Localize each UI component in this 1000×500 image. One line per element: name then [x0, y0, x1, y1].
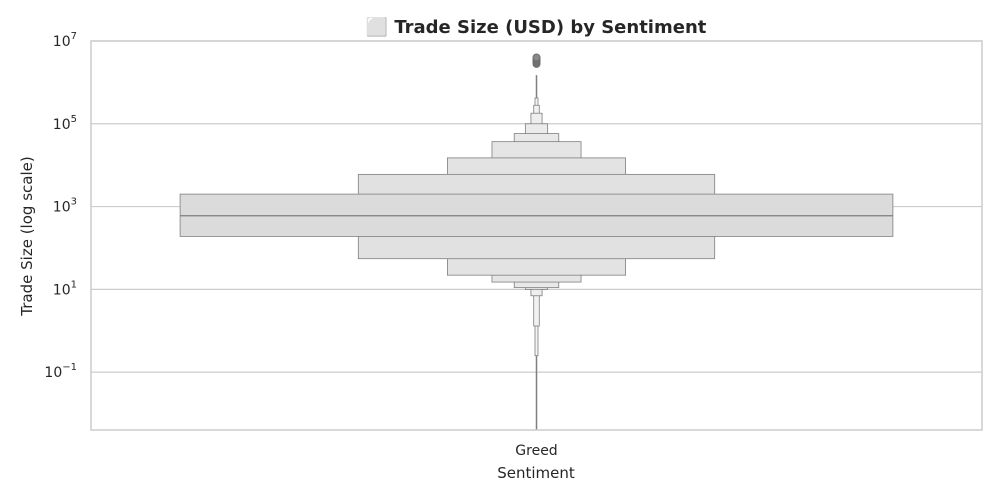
boxen-plot: [180, 54, 893, 430]
y-tick-label: 107: [53, 31, 77, 50]
x-tick-label: Greed: [515, 443, 557, 459]
y-tick-labels: 10−1 101 103 105 107: [44, 31, 77, 381]
outlier-point: [533, 54, 540, 61]
chart-title: ⬜ Trade Size (USD) by Sentiment: [366, 16, 707, 38]
x-axis-label: Sentiment: [497, 464, 575, 482]
y-tick-label: 10−1: [44, 362, 77, 381]
y-tick-label: 105: [53, 114, 77, 133]
y-axis-label: Trade Size (log scale): [18, 156, 36, 316]
x-tick-labels: Greed: [515, 443, 557, 459]
y-tick-label: 103: [53, 197, 77, 216]
y-tick-label: 101: [53, 279, 77, 298]
